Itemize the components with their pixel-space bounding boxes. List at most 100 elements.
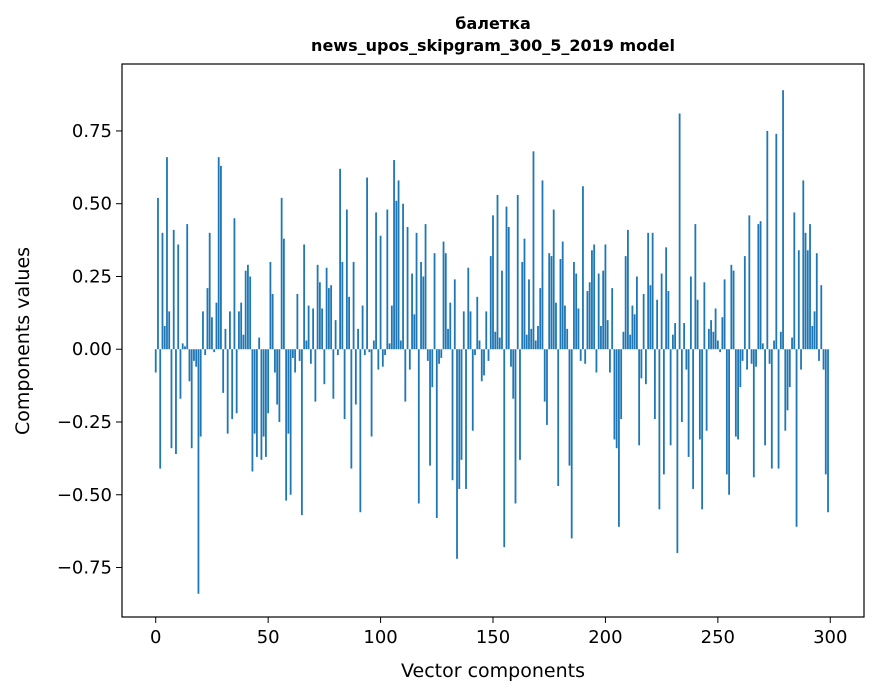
bar-component-132 xyxy=(451,349,454,481)
chart-subtitle: news_upos_skipgram_300_5_2019 model xyxy=(311,36,675,55)
bar-component-64 xyxy=(298,349,301,361)
bar-component-153 xyxy=(498,337,501,350)
bar-component-134 xyxy=(456,349,458,559)
y-tick-label: −0.25 xyxy=(57,412,112,433)
bar-component-19 xyxy=(197,349,200,594)
bar-component-269 xyxy=(759,221,762,350)
bar-component-244 xyxy=(703,282,706,350)
bar-component-190 xyxy=(582,186,584,350)
bar-component-232 xyxy=(676,349,679,553)
bar-component-281 xyxy=(786,349,789,411)
bar-component-24 xyxy=(208,232,211,350)
bar-component-21 xyxy=(202,311,204,350)
bar-component-229 xyxy=(669,349,672,446)
bar-component-97 xyxy=(372,340,375,350)
bar-component-159 xyxy=(512,349,515,399)
bar-component-6 xyxy=(168,311,171,350)
bar-component-254 xyxy=(725,349,728,475)
bar-component-251 xyxy=(719,349,721,353)
bar-component-250 xyxy=(716,340,719,350)
bar-component-80 xyxy=(334,320,337,350)
bar-component-75 xyxy=(323,349,326,385)
bar-component-72 xyxy=(316,264,319,350)
bar-component-259 xyxy=(737,349,739,440)
x-axis-ticks: 0 50 100 150 200 250 300 xyxy=(150,617,847,648)
bar-component-40 xyxy=(244,270,247,350)
bar-component-268 xyxy=(757,224,760,350)
bar-component-216 xyxy=(640,349,643,379)
bar-component-122 xyxy=(429,349,431,466)
bar-component-143 xyxy=(476,296,479,350)
bar-component-221 xyxy=(651,232,654,350)
bar-component-192 xyxy=(586,291,589,350)
bar-component-271 xyxy=(764,349,766,446)
bar-component-29 xyxy=(220,165,222,350)
bar-component-283 xyxy=(791,337,793,350)
bar-component-172 xyxy=(541,180,544,350)
bar-component-261 xyxy=(741,349,744,361)
bar-component-207 xyxy=(620,349,623,420)
bar-component-206 xyxy=(618,349,620,527)
bar-component-9 xyxy=(175,349,177,455)
bar-component-292 xyxy=(811,325,814,350)
bar-component-142 xyxy=(474,349,476,356)
bar-component-33 xyxy=(229,311,231,350)
bar-component-37 xyxy=(238,311,240,350)
bar-component-48 xyxy=(262,349,265,437)
bar-component-160 xyxy=(514,349,517,504)
bar-component-71 xyxy=(314,349,317,402)
x-tick-label: 300 xyxy=(813,627,847,648)
bar-component-118 xyxy=(420,261,422,350)
bar-component-15 xyxy=(188,349,191,382)
bar-component-89 xyxy=(354,349,357,405)
bar-component-225 xyxy=(660,273,663,350)
bar-component-273 xyxy=(768,349,771,364)
bar-component-231 xyxy=(674,323,677,350)
bar-component-104 xyxy=(388,343,391,350)
bar-component-184 xyxy=(568,349,571,466)
y-axis-ticks: −0.75 −0.50 −0.25 0.00 0.25 0.50 0.75 xyxy=(57,121,122,579)
bar-component-263 xyxy=(746,349,748,370)
bar-component-178 xyxy=(555,302,557,350)
bar-component-181 xyxy=(561,241,564,350)
y-tick-label: 0.00 xyxy=(72,339,112,360)
bar-component-135 xyxy=(458,349,461,489)
bar-component-155 xyxy=(503,349,506,548)
bar-component-217 xyxy=(642,293,645,350)
bar-component-133 xyxy=(453,279,456,350)
bar-component-17 xyxy=(193,349,195,361)
bar-component-25 xyxy=(211,317,213,350)
bar-component-227 xyxy=(665,247,668,350)
bar-component-87 xyxy=(350,349,353,469)
bar-component-204 xyxy=(613,349,616,440)
bar-component-83 xyxy=(341,261,344,350)
bar-component-110 xyxy=(402,203,404,350)
bar-component-187 xyxy=(575,273,578,350)
bar-component-200 xyxy=(604,244,607,350)
bar-component-199 xyxy=(602,270,605,350)
bar-component-22 xyxy=(204,349,207,356)
bar-component-4 xyxy=(163,325,166,350)
bar-component-188 xyxy=(577,308,580,350)
bar-component-161 xyxy=(516,194,519,350)
bar-component-274 xyxy=(770,349,773,469)
bar-component-131 xyxy=(449,302,452,350)
bar-component-52 xyxy=(271,293,274,350)
bar-component-189 xyxy=(579,349,582,361)
bar-component-65 xyxy=(300,349,303,516)
bar-component-85 xyxy=(345,209,348,350)
bar-component-264 xyxy=(748,215,751,350)
bar-component-67 xyxy=(305,340,308,350)
bar-component-145 xyxy=(480,349,483,382)
bar-component-7 xyxy=(170,349,173,449)
y-tick-label: 0.25 xyxy=(72,266,112,287)
bar-component-98 xyxy=(375,212,377,350)
bar-component-288 xyxy=(802,180,805,350)
bar-component-290 xyxy=(806,250,809,350)
bar-component-58 xyxy=(285,349,288,501)
bar-component-234 xyxy=(680,349,683,422)
bar-component-211 xyxy=(629,334,632,350)
bar-component-12 xyxy=(181,343,184,350)
y-tick-label: 0.75 xyxy=(72,121,112,142)
bar-component-28 xyxy=(217,157,220,350)
